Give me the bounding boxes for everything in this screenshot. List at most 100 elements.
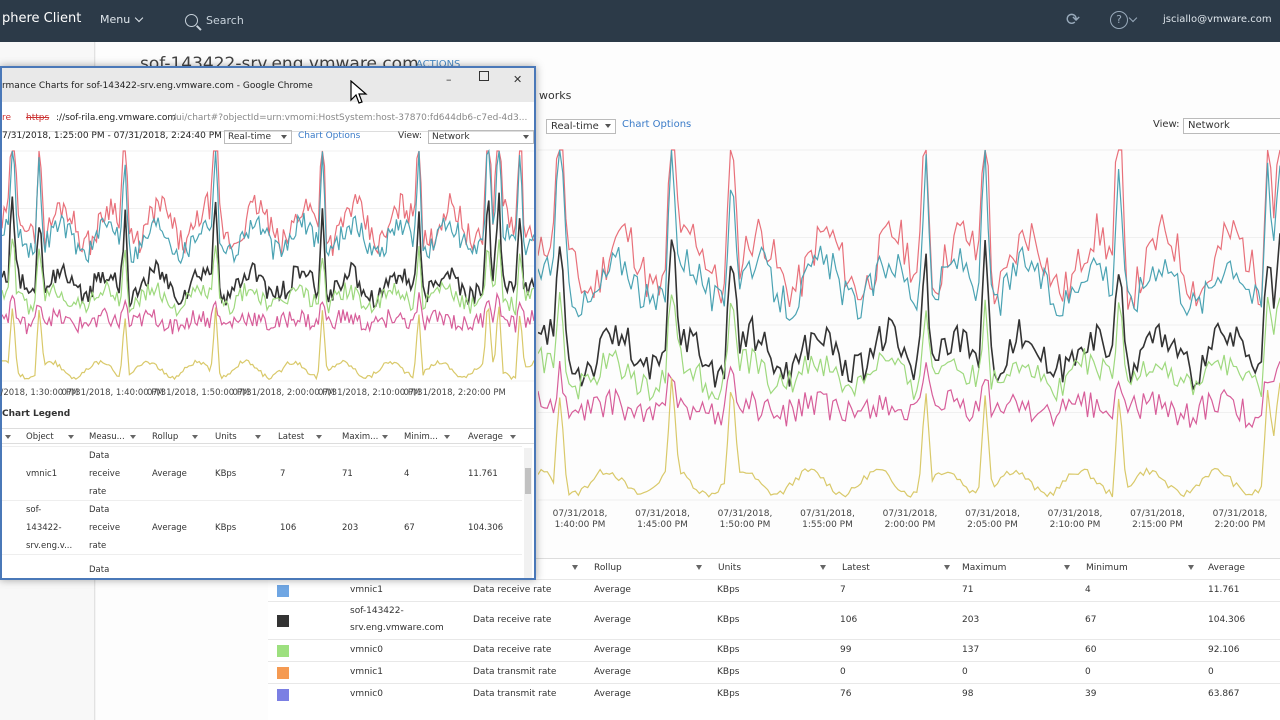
filter-icon[interactable] (820, 565, 826, 570)
cell-measure: Data (89, 451, 110, 461)
filter-icon[interactable] (382, 435, 388, 439)
close-icon[interactable]: ✕ (513, 73, 523, 86)
column-header[interactable]: Object (26, 432, 54, 442)
main-range-select[interactable]: Real-time (546, 119, 616, 134)
series-color-swatch (277, 689, 289, 701)
filter-icon[interactable] (255, 435, 261, 439)
table-row[interactable]: vmnic1 Data transmit rate Average KBps 0 0 0 0 (268, 661, 1280, 683)
series-line (538, 377, 1280, 498)
tab-networks[interactable]: works (539, 89, 572, 102)
cell-measure: receive (89, 523, 121, 533)
series-color-swatch (277, 667, 289, 679)
table-row[interactable]: vmnic1 Data receive rate Average KBps 7 71 4 11… (268, 579, 1280, 601)
column-header[interactable]: Maxim... (342, 432, 379, 442)
cell-max: 203 (962, 615, 980, 625)
main-chart-options-link[interactable]: Chart Options (622, 119, 692, 130)
help-icon[interactable]: ? (1110, 11, 1128, 29)
cell-avg: 92.106 (1208, 645, 1240, 655)
filter-icon[interactable] (192, 435, 198, 439)
popup-scroll-thumb[interactable] (525, 468, 531, 494)
x-tick-label: 07/31/2018, 2:20:00 PM (403, 388, 506, 398)
filter-icon[interactable] (1188, 565, 1194, 570)
table-row[interactable]: vmnic0 Data receive rate Average KBps 99 137 6… (268, 639, 1280, 661)
cell-latest: 106 (280, 523, 297, 533)
cell-max: 0 (962, 667, 968, 677)
actions-button[interactable]: ACTIONS (416, 59, 461, 70)
cell-avg: 104.306 (1208, 615, 1246, 625)
cell-max: 203 (342, 523, 359, 533)
search-label: Search (206, 14, 244, 27)
cell-avg: 104.306 (468, 523, 504, 533)
cell-min: 67 (404, 523, 415, 533)
popup-scrollbar[interactable] (524, 448, 532, 578)
filter-icon[interactable] (316, 435, 322, 439)
refresh-icon[interactable]: ⟳ (1065, 10, 1081, 30)
filter-icon[interactable] (510, 435, 516, 439)
filter-icon[interactable] (572, 565, 578, 570)
table-row[interactable]: sof- 143422- srv.eng.v... Data receive rate Av… (2, 500, 522, 554)
url-path: /ui/chart#?objectId=urn:vmomi:HostSystem… (173, 113, 528, 123)
menu-button[interactable]: Menu (100, 13, 144, 26)
top-bar: phere Client Menu Search ⟳ ? jsciallo@vm… (0, 0, 1280, 42)
user-menu[interactable]: jsciallo@vmware.com (1163, 14, 1272, 25)
column-header[interactable]: Average (468, 432, 503, 442)
popup-performance-chart (2, 148, 534, 382)
column-header[interactable]: Average (1208, 563, 1245, 573)
column-header[interactable]: Latest (278, 432, 305, 442)
cell-units: KBps (717, 689, 740, 699)
cell-latest: 0 (840, 667, 846, 677)
minimize-icon[interactable]: – (446, 73, 452, 86)
column-header[interactable]: Latest (842, 563, 870, 573)
cell-min: 0 (1085, 667, 1091, 677)
x-tick-label: 07/31/2018, 1:50:00 PM (717, 509, 773, 530)
column-header[interactable]: Units (718, 563, 742, 573)
column-header[interactable]: Units (215, 432, 237, 442)
cell-object: vmnic1 (350, 667, 383, 677)
series-line (2, 192, 534, 309)
column-header[interactable]: Minim... (404, 432, 438, 442)
cell-latest: 76 (840, 689, 852, 699)
filter-icon[interactable] (130, 435, 136, 439)
filter-icon[interactable] (444, 435, 450, 439)
cell-min: 4 (404, 469, 410, 479)
popup-chart-options-link[interactable]: Chart Options (298, 131, 361, 141)
maximize-icon[interactable] (479, 71, 489, 81)
popup-view-select[interactable]: Network (428, 130, 534, 144)
table-row[interactable]: vmnic0 Data transmit rate Average KBps 76 98 3… (268, 683, 1280, 705)
main-view-select[interactable]: Network (1183, 118, 1280, 134)
table-row[interactable]: vmnic1 Data receive rate Average KBps 7 71 4 11.7… (2, 446, 522, 500)
x-tick-label: 07/31/2018, 1:55:00 PM (800, 509, 855, 530)
filter-icon[interactable] (1064, 565, 1070, 570)
column-header[interactable]: Maximum (962, 563, 1007, 573)
column-header[interactable]: Rollup (152, 432, 179, 442)
column-header[interactable]: Rollup (594, 563, 622, 573)
search-button[interactable]: Search (185, 11, 244, 27)
chevron-down-icon[interactable] (1128, 13, 1138, 23)
filter-icon[interactable] (944, 565, 950, 570)
x-tick-label: 07/31/2018, 2:00:00 PM (232, 388, 335, 398)
column-header[interactable]: Minimum (1086, 563, 1128, 573)
cell-units: KBps (717, 667, 740, 677)
filter-icon[interactable] (696, 565, 702, 570)
menu-label: Menu (100, 13, 131, 26)
popup-title-bar[interactable]: rmance Charts for sof-143422-srv.eng.vmw… (2, 68, 534, 102)
cell-rollup: Average (594, 585, 631, 595)
filter-icon[interactable] (5, 435, 11, 439)
cell-latest: 7 (280, 469, 286, 479)
popup-table-header: Object Measu... Rollup Units Latest Maxim... M… (2, 428, 534, 444)
cell-units: KBps (215, 523, 237, 533)
popup-legend-title: Chart Legend (2, 409, 71, 419)
cell-latest: 7 (840, 585, 846, 595)
popup-range-select[interactable]: Real-time (224, 130, 292, 144)
filter-icon[interactable] (68, 435, 74, 439)
address-bar[interactable]: re https ://sof-rila.eng.vmware.com /ui/… (2, 102, 534, 132)
chevron-down-icon (134, 13, 144, 23)
cell-latest: 99 (840, 645, 852, 655)
popup-time-range: 7/31/2018, 1:25:00 PM - 07/31/2018, 2:24… (2, 131, 222, 141)
table-row[interactable]: sof-143422- srv.eng.vmware.com Data receiv… (268, 601, 1280, 639)
cell-latest: 106 (840, 615, 858, 625)
column-header[interactable]: Measu... (89, 432, 125, 442)
table-row[interactable]: Data (2, 554, 522, 584)
series-line (2, 306, 534, 381)
series-color-swatch (277, 645, 289, 657)
